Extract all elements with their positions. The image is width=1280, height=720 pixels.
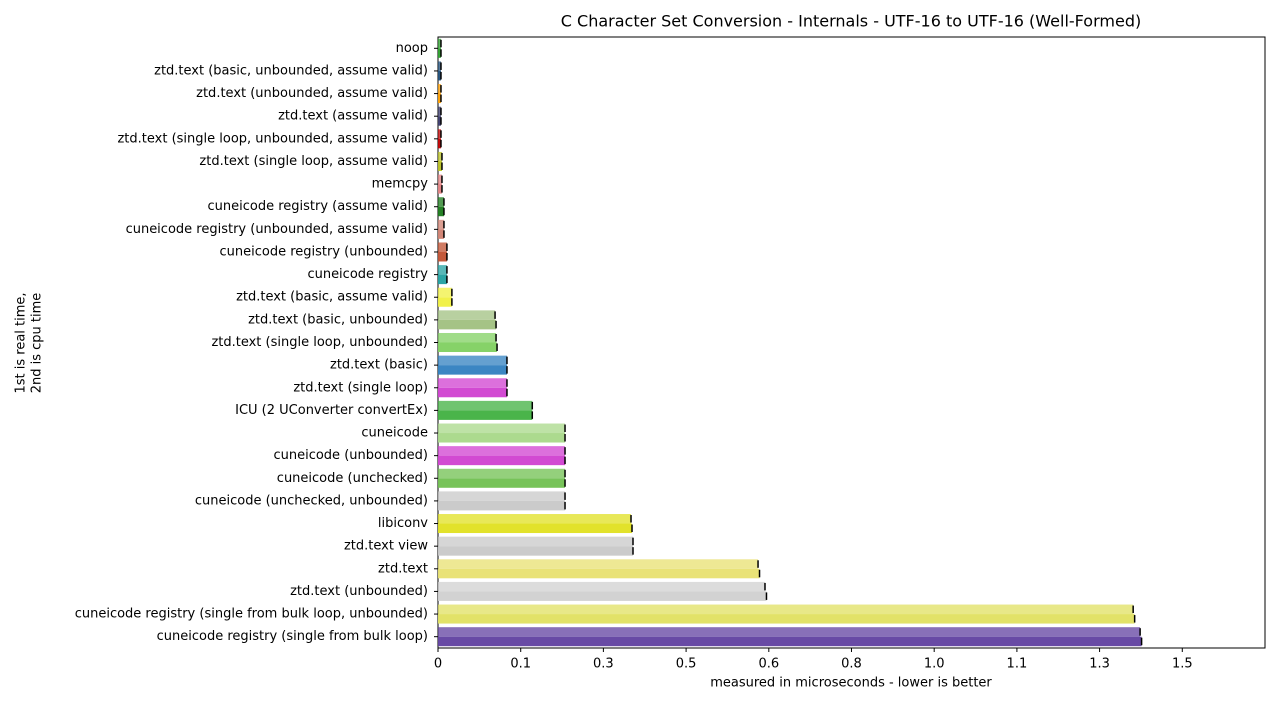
bar — [438, 219, 444, 230]
x-tick-label: 1.5 — [1172, 657, 1193, 672]
bar — [438, 332, 497, 343]
bar — [438, 591, 767, 601]
y-tick-label: ztd.text (single loop) — [293, 380, 428, 395]
y-axis-label-line: 2nd is cpu time — [30, 293, 45, 394]
bar — [438, 514, 632, 524]
y-tick-label: ztd.text (basic, unbounded) — [248, 312, 428, 327]
bar — [438, 251, 447, 262]
bar — [438, 478, 566, 488]
bar — [438, 310, 496, 320]
x-tick-label: 1.1 — [1007, 657, 1028, 672]
y-tick-label: ztd.text (unbounded) — [290, 584, 428, 599]
bar — [438, 568, 760, 579]
bar — [438, 536, 634, 547]
bar — [438, 365, 507, 375]
bar — [438, 93, 441, 104]
y-tick-label: noop — [396, 41, 428, 56]
bar — [438, 197, 444, 207]
y-tick-label: ztd.text (single loop, unbounded, assume… — [117, 131, 428, 146]
bar — [438, 84, 441, 94]
y-tick-label: cuneicode (unchecked) — [277, 471, 428, 486]
bar — [438, 342, 498, 353]
y-tick-label: cuneicode registry (single from bulk loo… — [157, 629, 428, 644]
x-tick-label: 1.0 — [924, 657, 945, 672]
y-axis-label: 1st is real time, 2nd is cpu time — [14, 292, 45, 393]
y-tick-label: ICU (2 UConverter convertEx) — [235, 403, 428, 418]
y-axis-label-line: 1st is real time, — [14, 292, 29, 393]
y-tick-label: cuneicode — [361, 426, 428, 441]
y-tick-label: libiconv — [378, 516, 428, 531]
x-axis-label: measured in microseconds - lower is bett… — [710, 676, 992, 691]
bar — [438, 161, 442, 171]
bar — [438, 423, 566, 434]
bar — [438, 61, 441, 71]
y-tick-label: ztd.text (unbounded, assume valid) — [196, 86, 428, 101]
bar — [438, 206, 444, 217]
x-tick-label: 0.1 — [510, 657, 531, 672]
y-tick-label: ztd.text (basic) — [330, 358, 428, 373]
x-tick-label: 0.6 — [758, 657, 779, 672]
y-tick-label: ztd.text (single loop, unbounded) — [211, 335, 428, 350]
y-tick-label: ztd.text — [378, 561, 428, 576]
bar — [438, 627, 1141, 637]
bar — [438, 446, 566, 456]
y-tick-label: ztd.text (basic, assume valid) — [236, 290, 428, 305]
bar — [438, 38, 441, 49]
bar — [438, 546, 634, 556]
bar — [438, 138, 441, 149]
x-tick-label: 0.8 — [841, 657, 862, 672]
bar — [438, 491, 566, 501]
y-tick-label: ztd.text (assume valid) — [278, 109, 428, 124]
bar — [438, 581, 765, 592]
y-tick-label: cuneicode registry (single from bulk loo… — [75, 607, 428, 622]
bar — [438, 500, 566, 511]
y-tick-label: cuneicode registry — [307, 267, 428, 282]
bar — [438, 455, 566, 466]
bar — [438, 184, 442, 194]
bar — [438, 468, 566, 479]
y-tick-label: cuneicode registry (unbounded) — [220, 244, 429, 259]
chart-title: C Character Set Conversion - Internals -… — [561, 12, 1141, 31]
bar — [438, 410, 533, 420]
x-tick-label: 0.5 — [676, 657, 697, 672]
bar — [438, 297, 452, 307]
y-tick-label: cuneicode (unbounded) — [273, 448, 428, 463]
bar — [438, 242, 447, 252]
bar — [438, 559, 759, 569]
bar — [438, 433, 566, 443]
bar — [438, 151, 442, 162]
bar — [438, 319, 497, 330]
bar — [438, 355, 507, 366]
bar — [438, 174, 442, 185]
bar — [438, 265, 447, 275]
x-tick-label: 0.3 — [593, 657, 614, 672]
bar — [438, 229, 444, 239]
y-tick-label: ztd.text (basic, unbounded, assume valid… — [154, 63, 428, 78]
x-tick-label: 0 — [434, 657, 442, 672]
y-tick-label: cuneicode registry (unbounded, assume va… — [126, 222, 428, 237]
bar — [438, 523, 633, 534]
bar — [438, 70, 441, 81]
bar — [438, 106, 441, 117]
bar — [438, 378, 507, 388]
bar — [438, 614, 1135, 624]
bar — [438, 116, 441, 126]
y-tick-label: ztd.text view — [344, 539, 428, 554]
bar — [438, 287, 452, 298]
bar — [438, 400, 533, 411]
y-tick-label: memcpy — [372, 177, 429, 192]
y-tick-label: cuneicode registry (assume valid) — [207, 199, 428, 214]
x-tick-label: 1.3 — [1089, 657, 1110, 672]
bar — [438, 387, 507, 398]
plot-frame — [437, 36, 1266, 649]
y-tick-label: ztd.text (single loop, assume valid) — [199, 154, 428, 169]
bar — [438, 636, 1142, 647]
bar — [438, 604, 1134, 615]
y-tick-label: cuneicode (unchecked, unbounded) — [195, 493, 428, 508]
bar — [438, 129, 441, 139]
bar — [438, 48, 441, 58]
bar — [438, 274, 447, 285]
